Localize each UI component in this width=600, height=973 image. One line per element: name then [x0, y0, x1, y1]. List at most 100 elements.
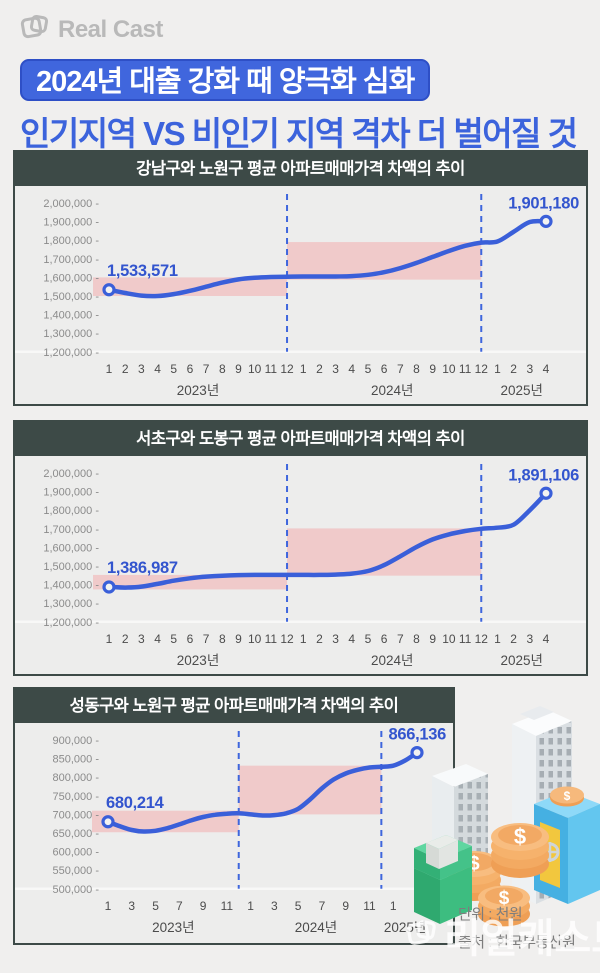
svg-text:11: 11	[265, 362, 278, 376]
svg-text:2: 2	[122, 362, 129, 376]
svg-text:500,000 -: 500,000 -	[53, 884, 100, 896]
svg-text:12: 12	[475, 632, 489, 646]
svg-text:4: 4	[543, 632, 550, 646]
svg-text:5: 5	[365, 632, 372, 646]
svg-text:1,200,000 -: 1,200,000 -	[43, 617, 99, 629]
headline-badge: 2024년 대출 강화 때 양극화 심화	[20, 59, 431, 101]
source-note: 출처 : 한국부동산원	[458, 934, 576, 951]
svg-text:12: 12	[280, 362, 294, 376]
svg-text:600,000 -: 600,000 -	[53, 847, 100, 859]
svg-text:11: 11	[221, 899, 234, 913]
svg-text:7: 7	[397, 632, 404, 646]
chart-panel-seongdong-nowon: 성동구와 노원구 평균 아파트매매가격 차액의 추이 900,000 - 850,…	[13, 687, 455, 945]
svg-text:11: 11	[363, 899, 376, 913]
svg-text:2023년: 2023년	[177, 653, 219, 668]
realcast-logo-text: Real Cast	[58, 15, 163, 43]
svg-text:1: 1	[300, 362, 307, 376]
svg-text:1,400,000 -: 1,400,000 -	[43, 580, 99, 592]
svg-text:2: 2	[316, 362, 323, 376]
svg-text:550,000 -: 550,000 -	[53, 865, 100, 877]
svg-text:12: 12	[280, 632, 294, 646]
svg-text:850,000 -: 850,000 -	[53, 754, 100, 766]
svg-text:11: 11	[459, 362, 472, 376]
svg-text:1: 1	[494, 632, 501, 646]
svg-text:700,000 -: 700,000 -	[53, 809, 100, 821]
svg-text:3: 3	[526, 632, 533, 646]
svg-text:7: 7	[319, 899, 326, 913]
svg-text:2: 2	[122, 632, 129, 646]
svg-text:6: 6	[187, 632, 194, 646]
svg-text:10: 10	[442, 362, 456, 376]
svg-text:9: 9	[235, 632, 242, 646]
svg-text:5: 5	[170, 632, 177, 646]
svg-text:1: 1	[105, 899, 112, 913]
svg-text:8: 8	[413, 632, 420, 646]
svg-text:2: 2	[316, 632, 323, 646]
svg-text:2025년: 2025년	[500, 383, 542, 398]
unit-note: 단위 : 천원	[458, 906, 523, 923]
svg-text:2023년: 2023년	[177, 383, 219, 398]
svg-text:11: 11	[459, 632, 472, 646]
svg-text:6: 6	[187, 362, 194, 376]
svg-text:$: $	[564, 789, 571, 803]
footer-notes: 단위 : 천원 출처 : 한국부동산원	[458, 901, 576, 957]
svg-text:7: 7	[397, 362, 404, 376]
svg-text:1,700,000 -: 1,700,000 -	[43, 524, 99, 536]
svg-text:1,800,000 -: 1,800,000 -	[43, 235, 99, 247]
svg-text:4: 4	[543, 362, 550, 376]
svg-text:1,500,000 -: 1,500,000 -	[43, 291, 99, 303]
svg-text:1,600,000 -: 1,600,000 -	[43, 542, 99, 554]
svg-text:10: 10	[442, 632, 456, 646]
svg-text:2025년: 2025년	[500, 653, 542, 668]
svg-text:2: 2	[510, 632, 517, 646]
chart-title-seocho-dobong: 서초구와 도봉구 평균 아파트매매가격 차액의 추이	[15, 422, 586, 456]
chart-panel-seocho-dobong: 서초구와 도봉구 평균 아파트매매가격 차액의 추이 2,000,000 - 1,…	[13, 420, 588, 676]
svg-text:2,000,000 -: 2,000,000 -	[43, 198, 99, 210]
svg-text:2023년: 2023년	[152, 920, 194, 935]
svg-text:1,300,000 -: 1,300,000 -	[43, 328, 99, 340]
svg-text:1,600,000 -: 1,600,000 -	[43, 272, 99, 284]
svg-text:3: 3	[138, 632, 145, 646]
svg-text:1,533,571: 1,533,571	[107, 262, 178, 280]
svg-text:650,000 -: 650,000 -	[53, 828, 100, 840]
svg-text:1: 1	[106, 362, 113, 376]
svg-text:$: $	[514, 824, 526, 849]
svg-text:9: 9	[429, 362, 436, 376]
svg-text:10: 10	[248, 632, 262, 646]
chart-gangnam-nowon: 2,000,000 - 1,900,000 - 1,800,000 - 1,700,0…	[15, 194, 586, 398]
svg-text:12: 12	[475, 362, 489, 376]
svg-text:9: 9	[342, 899, 349, 913]
svg-text:5: 5	[365, 362, 372, 376]
svg-text:3: 3	[526, 362, 533, 376]
svg-text:1,900,000 -: 1,900,000 -	[43, 217, 99, 229]
svg-text:866,136: 866,136	[388, 726, 446, 744]
svg-text:3: 3	[332, 362, 339, 376]
svg-text:4: 4	[154, 632, 161, 646]
buildings-money-illustration: $ $ $ $	[412, 692, 600, 937]
svg-text:3: 3	[271, 899, 278, 913]
svg-text:$: $	[499, 888, 510, 909]
chart-title-seongdong-nowon: 성동구와 노원구 평균 아파트매매가격 차액의 추이	[15, 689, 453, 723]
svg-text:11: 11	[265, 632, 278, 646]
svg-text:$: $	[468, 853, 479, 875]
svg-text:1: 1	[494, 362, 501, 376]
svg-text:7: 7	[203, 632, 210, 646]
svg-text:680,214: 680,214	[106, 794, 165, 812]
svg-text:1,800,000 -: 1,800,000 -	[43, 505, 99, 517]
svg-text:800,000 -: 800,000 -	[53, 772, 100, 784]
svg-text:1,900,000 -: 1,900,000 -	[43, 487, 99, 499]
svg-text:750,000 -: 750,000 -	[53, 791, 100, 803]
svg-text:4: 4	[348, 632, 355, 646]
svg-text:8: 8	[219, 632, 226, 646]
svg-text:6: 6	[381, 362, 388, 376]
svg-text:3: 3	[138, 362, 145, 376]
svg-text:2: 2	[510, 362, 517, 376]
svg-text:900,000 -: 900,000 -	[53, 735, 100, 747]
svg-text:2,000,000 -: 2,000,000 -	[43, 468, 99, 480]
svg-text:10: 10	[248, 362, 262, 376]
svg-text:1,400,000 -: 1,400,000 -	[43, 310, 99, 322]
svg-text:1,901,180: 1,901,180	[508, 194, 579, 212]
svg-text:3: 3	[332, 632, 339, 646]
svg-text:4: 4	[154, 362, 161, 376]
